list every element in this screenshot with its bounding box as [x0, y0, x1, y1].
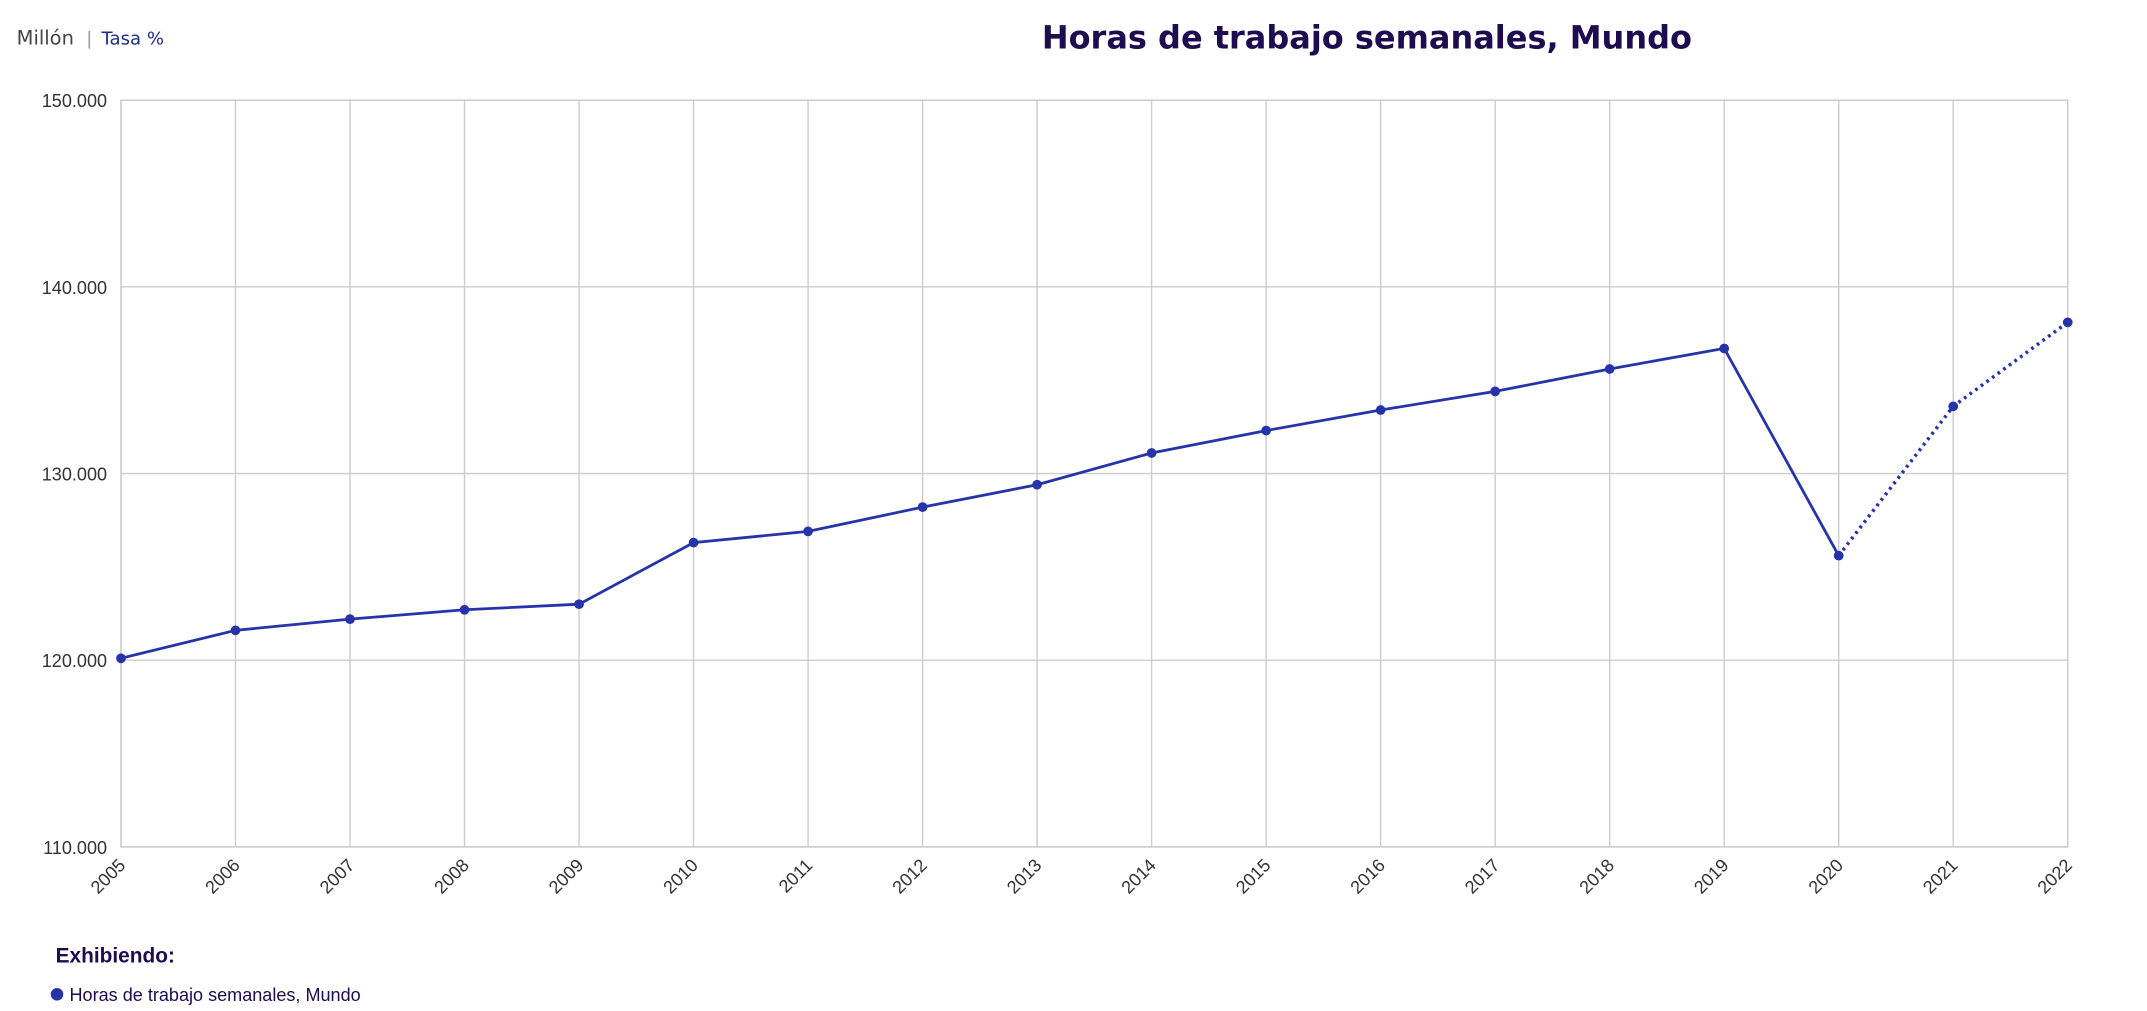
y-tick-label: 140.000 — [42, 278, 107, 298]
x-tick-label: 2005 — [87, 855, 130, 898]
x-tick-label: 2012 — [888, 855, 931, 898]
data-point — [1032, 479, 1042, 490]
x-tick-label: 2010 — [659, 855, 702, 898]
data-point — [574, 599, 584, 610]
legend-title: Exhibiendo: — [56, 944, 175, 967]
data-point — [1146, 448, 1157, 458]
x-tick-label: 2013 — [1003, 855, 1046, 898]
data-point — [688, 537, 699, 548]
x-tick-label: 2011 — [775, 855, 817, 897]
x-tick-label: 2021 — [1919, 855, 1962, 898]
x-tick-label: 2018 — [1576, 855, 1619, 898]
data-point — [1948, 401, 1959, 412]
data-point — [917, 502, 928, 512]
data-point — [1604, 364, 1615, 374]
data-point — [459, 604, 470, 615]
x-tick-label: 2006 — [201, 855, 244, 898]
x-tick-label: 2017 — [1461, 855, 1504, 898]
data-point — [1261, 425, 1271, 436]
chart-title: Horas de trabajo semanales, Mundo — [1042, 19, 1692, 57]
toggle-tasa[interactable]: Tasa % — [101, 29, 165, 50]
x-tick-label: 2016 — [1346, 855, 1389, 898]
data-point — [230, 625, 241, 636]
x-tick-label: 2022 — [2034, 855, 2077, 898]
data-point — [1833, 550, 1844, 561]
data-point — [803, 526, 813, 537]
data-point — [1490, 386, 1501, 397]
x-tick-label: 2015 — [1232, 855, 1275, 898]
legend-label: Horas de trabajo semanales, Mundo — [70, 985, 361, 1005]
toggle-millon[interactable]: Millón — [17, 27, 74, 50]
y-tick-label: 110.000 — [43, 838, 107, 858]
x-tick-label: 2020 — [1805, 855, 1848, 898]
line-series — [120, 346, 1840, 660]
data-point — [2062, 317, 2073, 328]
data-point — [1375, 405, 1386, 415]
x-tick-label: 2007 — [316, 855, 359, 898]
data-point — [116, 653, 126, 664]
legend-marker — [50, 988, 64, 1001]
x-tick-label: 2014 — [1117, 855, 1160, 898]
x-tick-label: 2008 — [430, 855, 473, 898]
separator: | — [86, 29, 92, 50]
y-tick-label: 150.000 — [42, 91, 107, 111]
x-tick-label: 2009 — [545, 855, 588, 898]
y-tick-label: 120.000 — [42, 651, 107, 671]
data-point — [345, 614, 355, 624]
y-tick-label: 130.000 — [42, 464, 107, 484]
data-point — [1719, 343, 1730, 354]
x-tick-label: 2019 — [1690, 855, 1733, 898]
